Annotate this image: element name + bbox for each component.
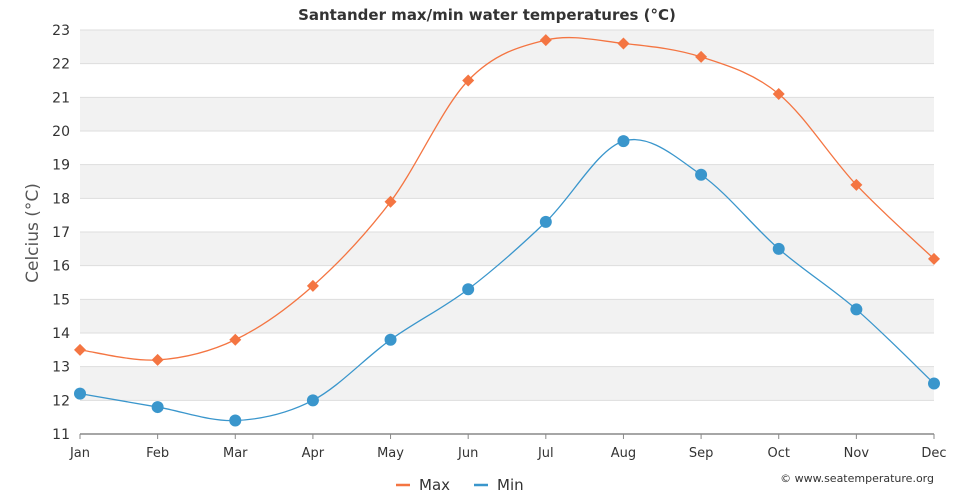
min-point[interactable] (695, 168, 708, 181)
legend-label-min[interactable]: Min (497, 476, 524, 494)
grid-band (80, 63, 934, 98)
x-tick-label: Mar (223, 446, 248, 461)
max-point[interactable] (462, 74, 475, 87)
x-tick-label: May (377, 446, 404, 461)
y-tick-label: 11 (52, 427, 70, 443)
min-point[interactable] (384, 333, 397, 346)
grid-band (80, 333, 934, 367)
min-point[interactable] (462, 283, 475, 296)
x-tick-label: Jul (537, 446, 554, 461)
y-tick-label: 22 (52, 57, 70, 73)
grid-band (80, 97, 934, 131)
y-tick-label: 18 (52, 191, 70, 207)
max-point[interactable] (384, 195, 397, 208)
y-tick-label: 13 (52, 360, 70, 376)
min-point[interactable] (539, 215, 552, 228)
grid-bands (80, 30, 934, 434)
legend-label-max[interactable]: Max (419, 476, 450, 494)
chart-title: Santander max/min water temperatures (°C… (298, 6, 676, 24)
min-point[interactable] (74, 387, 86, 400)
y-tick-label: 12 (52, 393, 70, 409)
x-tick-label: Oct (767, 446, 789, 461)
max-point[interactable] (306, 279, 319, 292)
x-tick-label: Sep (689, 446, 714, 461)
max-point[interactable] (617, 37, 630, 50)
min-point[interactable] (772, 242, 785, 255)
grid-band (80, 198, 934, 232)
x-tick-label: Nov (844, 446, 870, 461)
series-layer (74, 34, 940, 427)
y-tick-label: 20 (52, 124, 70, 140)
grid-band (80, 232, 934, 266)
min-point[interactable] (617, 135, 630, 148)
max-point[interactable] (151, 353, 164, 366)
max-point[interactable] (229, 333, 242, 346)
x-tick-label: Jan (69, 446, 90, 461)
y-tick-label: 19 (52, 158, 70, 174)
x-tick-label: Aug (611, 446, 636, 461)
x-tick-label: Dec (921, 446, 946, 461)
max-point[interactable] (74, 343, 86, 356)
max-point[interactable] (539, 34, 552, 47)
y-tick-label: 16 (52, 259, 70, 275)
y-tick-label: 21 (52, 90, 70, 106)
grid-band (80, 265, 934, 300)
min-point[interactable] (928, 377, 940, 390)
legend: Max Min (396, 476, 524, 494)
grid-band (80, 131, 934, 165)
grid-band (80, 164, 934, 199)
y-tick-label: 17 (52, 225, 70, 241)
grid-band (80, 299, 934, 333)
credit-text: © www.seatemperature.org (780, 472, 934, 485)
y-axis-ticks: 11 12 13 14 15 16 17 18 19 20 21 22 23 (52, 23, 70, 443)
max-point[interactable] (928, 252, 940, 265)
y-tick-label: 15 (52, 292, 70, 308)
min-point[interactable] (229, 414, 242, 427)
min-point[interactable] (850, 303, 863, 316)
min-point[interactable] (306, 394, 319, 407)
x-tick-label: Jun (457, 446, 478, 461)
y-tick-label: 14 (52, 326, 70, 342)
x-tick-label: Apr (302, 446, 325, 461)
grid-band (80, 400, 934, 434)
grid-band (80, 366, 934, 401)
y-axis-label: Celcius (°C) (23, 183, 43, 283)
max-point[interactable] (695, 50, 708, 63)
min-point[interactable] (151, 401, 164, 414)
max-point[interactable] (772, 87, 785, 100)
y-tick-label: 23 (52, 23, 70, 39)
x-tick-label: Feb (146, 446, 169, 461)
max-point[interactable] (850, 178, 863, 191)
x-axis-ticks: Jan Feb Mar Apr May Jun Jul Aug Sep Oct Nov Dec (69, 434, 947, 461)
grid-band (80, 30, 934, 64)
